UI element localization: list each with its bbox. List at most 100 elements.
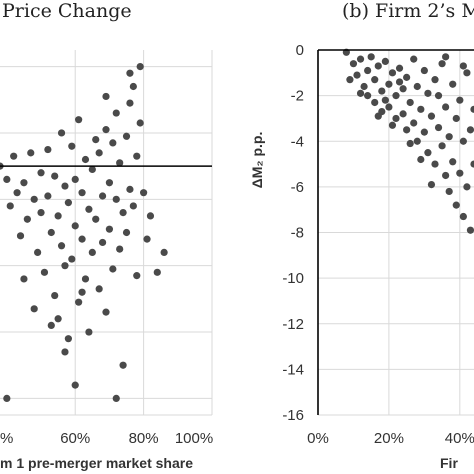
panel-b-point bbox=[466, 126, 474, 134]
panel-b-point bbox=[417, 105, 425, 113]
panel-b-point bbox=[392, 114, 400, 123]
panel-a-point bbox=[57, 129, 66, 137]
panel-b-point bbox=[413, 137, 421, 145]
panel-a-point bbox=[68, 142, 76, 150]
panel-a-point bbox=[30, 305, 38, 313]
panel-a-title: Price Change bbox=[2, 0, 132, 22]
panel-a-x-tick: 80% bbox=[129, 430, 159, 447]
panel-a-point bbox=[112, 109, 120, 117]
panel-b-point bbox=[406, 98, 414, 107]
panel-b-point bbox=[445, 133, 453, 141]
panel-b-y-tick: -2 bbox=[291, 88, 304, 105]
panel-a-point bbox=[112, 394, 120, 403]
panel-b-point bbox=[406, 139, 414, 148]
panel-a-point bbox=[13, 189, 21, 197]
panel-a-point bbox=[71, 222, 79, 230]
panel-a-point bbox=[129, 202, 137, 210]
panel-b-point bbox=[364, 66, 372, 75]
panel-a-point bbox=[95, 149, 103, 157]
panel-a-point bbox=[98, 238, 107, 247]
panel-b-point bbox=[424, 149, 432, 157]
panel-b-x-tick: 40% bbox=[445, 430, 474, 447]
panel-b-point bbox=[364, 92, 372, 100]
panel-b-point bbox=[399, 85, 407, 93]
panel-a-point bbox=[44, 145, 52, 154]
panel-a-point bbox=[34, 248, 42, 257]
panel-b-point bbox=[459, 212, 467, 221]
panel-a-point bbox=[78, 288, 86, 296]
panel-a-point bbox=[133, 272, 141, 280]
panel-b-point bbox=[403, 126, 411, 134]
panel-b-point bbox=[438, 142, 446, 150]
panel-a-point bbox=[68, 255, 76, 263]
panel-a-point bbox=[6, 202, 14, 210]
panel-b-point bbox=[431, 76, 439, 84]
panel-b-y-axis-label: ΔM₂ p.p. bbox=[249, 132, 265, 189]
panel-b-point bbox=[442, 103, 450, 111]
panel-a-point bbox=[40, 268, 49, 276]
panel-a-x-axis-label: m 1 pre-merger market share bbox=[0, 455, 193, 471]
panel-b-y-tick: -6 bbox=[291, 179, 304, 196]
panel-a-point bbox=[116, 159, 124, 167]
panel-a-point bbox=[3, 394, 11, 403]
panel-a-point bbox=[54, 212, 62, 220]
panel-a-point bbox=[116, 245, 124, 253]
panel-b-point bbox=[427, 180, 436, 189]
panel-a-point bbox=[30, 195, 38, 203]
panel-b-point bbox=[349, 60, 358, 68]
panel-b-y-tick: -8 bbox=[291, 225, 304, 242]
panel-b-point bbox=[374, 62, 382, 70]
panel-a-point bbox=[136, 62, 144, 71]
panel-b-point bbox=[410, 55, 418, 63]
panel-a-point bbox=[64, 335, 72, 343]
panel-a: Price Change % 60% 80% 100% m 1 pre-merger … bbox=[0, 0, 213, 471]
panel-a-point bbox=[47, 321, 55, 330]
panel-a-point bbox=[126, 185, 134, 193]
panel-a-point bbox=[102, 126, 110, 134]
panel-a-point bbox=[119, 208, 127, 217]
panel-a-point bbox=[133, 152, 141, 160]
panel-b-point bbox=[388, 121, 397, 129]
panel-a-point bbox=[109, 265, 117, 273]
panel-a-point bbox=[98, 192, 107, 200]
panel-a-x-tick: 100% bbox=[175, 430, 213, 447]
panel-a-point bbox=[75, 116, 83, 124]
panel-b-point bbox=[410, 119, 418, 127]
panel-a-point bbox=[37, 208, 45, 217]
panel-b-point bbox=[463, 183, 471, 191]
panel-a-point bbox=[81, 275, 90, 283]
panel-b-point bbox=[346, 76, 354, 84]
panel-a-point bbox=[136, 119, 144, 127]
panel-a-point bbox=[88, 165, 96, 174]
panel-a-point bbox=[54, 315, 62, 323]
panel-a-point bbox=[71, 175, 79, 184]
panel-b-point bbox=[395, 78, 404, 86]
panel-b: (b) Firm 2’s M 0 -2 -4 -6 -8 -10 -12 -14 -160% 20… bbox=[249, 0, 474, 471]
panel-b-point bbox=[452, 114, 460, 123]
panel-b-point bbox=[417, 155, 425, 164]
panel-a-point bbox=[51, 291, 59, 300]
panel-a-point bbox=[112, 195, 120, 203]
panel-b-point bbox=[353, 71, 361, 79]
panel-a-point bbox=[105, 225, 114, 233]
panel-a-point bbox=[102, 92, 110, 101]
panel-a-point bbox=[10, 152, 18, 160]
panel-b-point bbox=[360, 82, 368, 91]
panel-b-point bbox=[378, 87, 386, 95]
panel-a-point bbox=[95, 285, 103, 293]
panel-b-point bbox=[452, 201, 460, 209]
panel-b-x-tick: 0% bbox=[307, 430, 329, 447]
panel-a-point bbox=[85, 205, 93, 213]
panel-a-point bbox=[27, 149, 35, 157]
panel-b-point bbox=[356, 89, 365, 97]
panel-a-point bbox=[81, 155, 90, 164]
panel-a-point bbox=[75, 298, 83, 306]
panel-b-point bbox=[459, 62, 467, 70]
panel-a-x-tick: 60% bbox=[60, 430, 90, 447]
panel-b-point bbox=[381, 96, 389, 104]
panel-b-y-tick: -16 bbox=[282, 407, 304, 424]
panel-a-point bbox=[61, 262, 69, 270]
panel-b-point bbox=[385, 103, 393, 111]
panel-b-point bbox=[445, 187, 453, 196]
